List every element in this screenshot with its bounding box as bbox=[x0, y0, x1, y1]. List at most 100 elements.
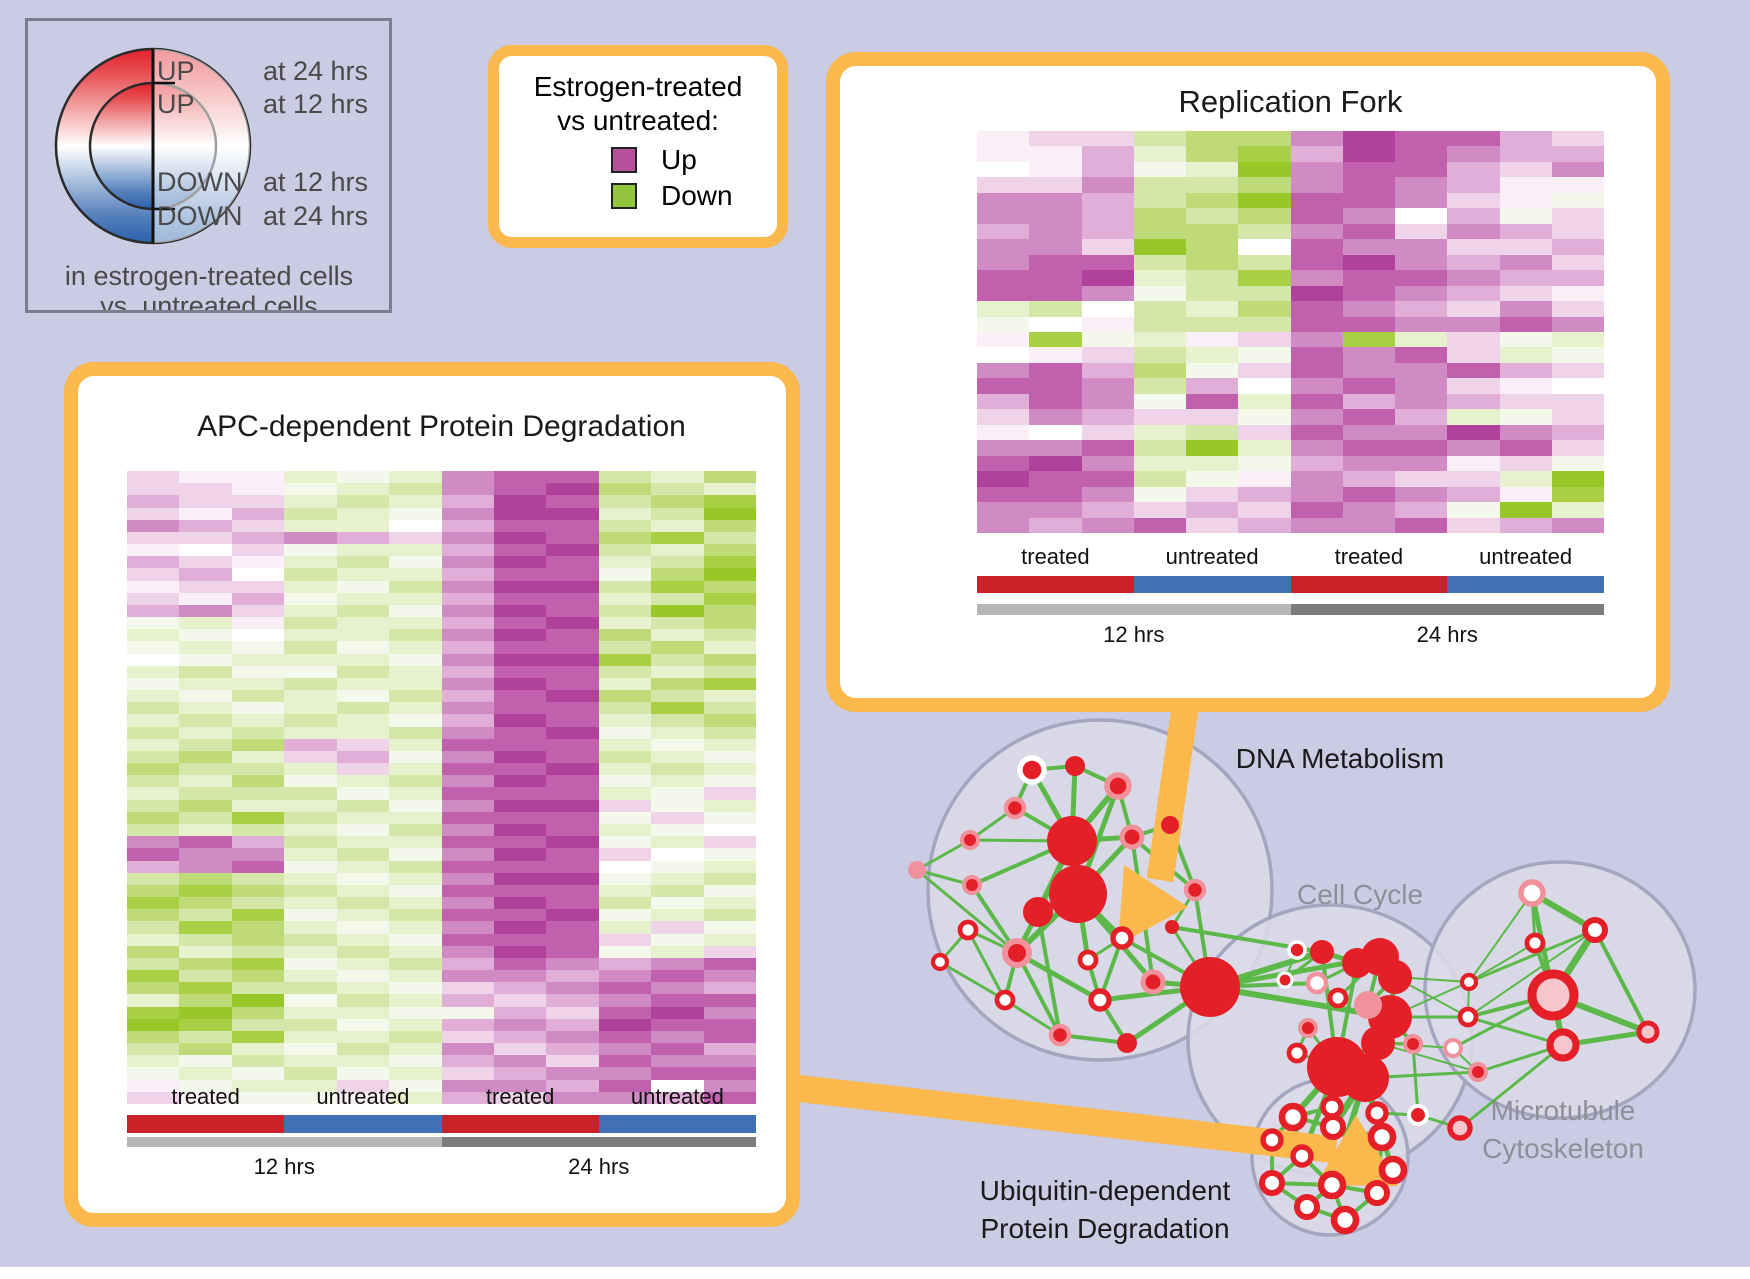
timebar-24-hrs bbox=[1290, 604, 1604, 615]
heatmap-cell-r8-c5 bbox=[336, 556, 390, 569]
heatmap-cell-r13-c10 bbox=[598, 617, 652, 630]
heatmap-cell-r19-c1 bbox=[127, 690, 180, 703]
heatmap-cell-r12-c1 bbox=[977, 301, 1030, 317]
heatmap-cell-r3-c6 bbox=[389, 495, 442, 508]
heatmap-cell-r11-c1 bbox=[977, 285, 1030, 302]
heatmap-cell-r4-c10 bbox=[1447, 177, 1500, 193]
heatmap-cell-r4-c11 bbox=[1499, 177, 1552, 193]
ubiquitin-degradation-label-line2: Protein Degradation bbox=[980, 1213, 1229, 1244]
heatmap-cell-r35-c3 bbox=[231, 884, 285, 898]
heatmap-cell-r35-c10 bbox=[598, 884, 652, 898]
heatmap-cell-r33-c1 bbox=[127, 860, 180, 873]
heatmap-cell-r15-c2 bbox=[179, 641, 232, 654]
heatmap-cell-r4-c1 bbox=[977, 177, 1030, 193]
heatmap-cell-r9-c1 bbox=[127, 568, 180, 581]
heatmap-cell-r17-c8 bbox=[1342, 378, 1395, 394]
heatmap-cell-r1-c4 bbox=[284, 471, 337, 484]
heatmap-cell-r27-c11 bbox=[651, 787, 704, 800]
heatmap-cell-r18-c3 bbox=[231, 677, 285, 691]
heatmap-cell-r43-c9 bbox=[546, 982, 599, 995]
heatmap-cell-r11-c1 bbox=[127, 592, 180, 605]
heatmap-cell-r9-c10 bbox=[598, 568, 652, 581]
heatmap-cell-r30-c10 bbox=[598, 824, 652, 837]
heatmap-cell-r18-c6 bbox=[389, 677, 442, 691]
heatmap-cell-r12-c10 bbox=[598, 604, 652, 618]
heatmap-cell-r29-c12 bbox=[703, 811, 756, 825]
heatmap-cell-r42-c2 bbox=[179, 970, 232, 983]
heatmap-cell-r13-c4 bbox=[1133, 316, 1186, 332]
heatmap-cell-r8-c6 bbox=[389, 556, 442, 569]
heatmap-cell-r7-c9 bbox=[1395, 223, 1448, 240]
heatmap-cell-r34-c2 bbox=[179, 872, 232, 885]
network-edge-49 bbox=[1036, 911, 1062, 1036]
heatmap-cell-r21-c10 bbox=[1447, 440, 1500, 456]
gene-node-18-d bbox=[1088, 988, 1112, 1012]
heatmap-cell-r34-c1 bbox=[127, 872, 180, 885]
heatmap-cell-r2-c1 bbox=[127, 483, 180, 496]
heatmap-cell-r28-c6 bbox=[389, 799, 442, 812]
heatmap-cell-r19-c6 bbox=[389, 690, 442, 703]
heatmap-cell-r43-c3 bbox=[231, 982, 285, 995]
legend-up-24-time: at 24 hrs bbox=[263, 56, 368, 86]
network-edge-107 bbox=[1593, 929, 1650, 1033]
heatmap-cell-r11-c7 bbox=[1290, 285, 1343, 302]
heatmap-cell-r36-c11 bbox=[651, 897, 704, 910]
heatmap-cell-r11-c12 bbox=[1551, 285, 1604, 302]
heatmap-cell-r46-c1 bbox=[127, 1018, 180, 1031]
heatmap-cell-r4-c11 bbox=[651, 507, 704, 520]
heatmap-cell-r52-c11 bbox=[651, 1091, 704, 1104]
heatmap-cell-r32-c10 bbox=[598, 848, 652, 861]
heatmap-cell-r39-c11 bbox=[651, 933, 704, 946]
heatmap-cell-r36-c8 bbox=[493, 897, 547, 910]
heatmap-cell-r16-c6 bbox=[1238, 362, 1291, 379]
heatmap-cell-r28-c2 bbox=[179, 799, 232, 812]
heatmap-cell-r18-c5 bbox=[336, 677, 390, 691]
heatmap-cell-r52-c10 bbox=[598, 1091, 652, 1104]
legend-down-12: DOWN bbox=[157, 167, 242, 197]
updown-legend-title-line2: vs untreated: bbox=[557, 105, 719, 136]
heatmap-cell-r11-c6 bbox=[1238, 285, 1291, 302]
heatmap-cell-r1-c3 bbox=[231, 471, 285, 484]
heatmap-cell-r24-c11 bbox=[651, 750, 704, 764]
apc-degradation-panel: APC-dependent Protein Degradation treate… bbox=[64, 362, 800, 1227]
heatmap-cell-r17-c12 bbox=[1551, 378, 1604, 394]
heatmap-cell-r14-c2 bbox=[179, 629, 232, 642]
gene-node-17-d bbox=[1077, 949, 1099, 971]
heatmap-cell-r44-c3 bbox=[231, 994, 285, 1007]
gene-node-19-rp bbox=[1140, 969, 1166, 995]
heatmap-cell-r1-c1 bbox=[127, 471, 180, 484]
heatmap-cell-r26-c2 bbox=[179, 775, 232, 788]
heatmap-cell-r8-c6 bbox=[1238, 239, 1291, 255]
heatmap-cell-r16-c5 bbox=[336, 653, 390, 666]
gene-node-23-d bbox=[994, 989, 1016, 1011]
heatmap-cell-r28-c3 bbox=[231, 799, 285, 812]
heatmap-cell-r38-c6 bbox=[389, 921, 442, 934]
heatmap-cell-r52-c1 bbox=[127, 1091, 180, 1104]
heatmap-cell-r13-c4 bbox=[284, 617, 337, 630]
heatmap-cell-r4-c10 bbox=[598, 507, 652, 520]
heatmap-cell-r18-c9 bbox=[1395, 393, 1448, 410]
heatmap-cell-r12-c12 bbox=[1551, 301, 1604, 317]
heatmap-cell-r8-c2 bbox=[1029, 239, 1082, 255]
heatmap-cell-r1-c1 bbox=[977, 131, 1030, 147]
heatmap-cell-r6-c4 bbox=[1133, 208, 1186, 224]
heatmap-cell-r23-c10 bbox=[1447, 471, 1500, 487]
heatmap-cell-r48-c12 bbox=[703, 1043, 756, 1056]
heatmap-cell-r20-c5 bbox=[336, 702, 390, 715]
heatmap-cell-r3-c11 bbox=[1499, 161, 1552, 178]
heatmap-cell-r3-c12 bbox=[703, 495, 756, 508]
heatmap-cell-r22-c8 bbox=[493, 726, 547, 739]
heatmap-cell-r19-c2 bbox=[179, 690, 232, 703]
heatmap-cell-r6-c1 bbox=[977, 208, 1030, 224]
heatmap-cell-r20-c1 bbox=[977, 424, 1030, 441]
network-edge-111 bbox=[1468, 942, 1536, 983]
heatmap-cell-r36-c6 bbox=[389, 897, 442, 910]
circle-legend-box: UP at 24 hrs UP at 12 hrs DOWN at 12 hrs… bbox=[25, 18, 392, 321]
heatmap-cell-r38-c11 bbox=[651, 921, 704, 934]
heatmap-cell-r30-c8 bbox=[493, 824, 547, 837]
heatmap-cell-r5-c6 bbox=[389, 519, 442, 532]
heatmap-cell-r19-c3 bbox=[231, 690, 285, 703]
gene-node-41-d bbox=[1365, 1101, 1389, 1125]
heatmap-cell-r10-c11 bbox=[1499, 270, 1552, 286]
